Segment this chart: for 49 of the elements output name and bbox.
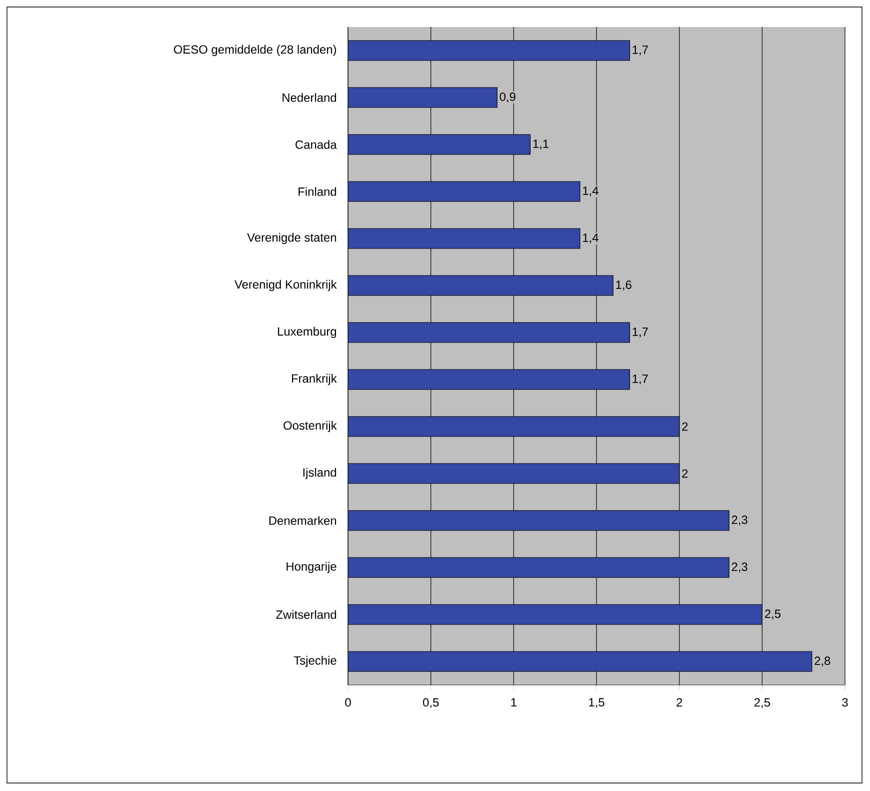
data-label: 1,7	[632, 328, 648, 338]
x-tick-label: 1,5	[589, 698, 604, 708]
bar	[348, 510, 730, 531]
y-tick-label: Frankrijk	[292, 374, 337, 386]
data-label: 2,3	[732, 516, 748, 526]
y-tick-label: Canada	[296, 140, 337, 149]
data-label: 1,4	[583, 186, 598, 196]
x-tick-label: 3	[842, 698, 848, 707]
y-tick-label: Denemarken	[269, 516, 336, 525]
bar	[348, 416, 680, 437]
y-tick-label: Oostenrijk	[284, 420, 337, 432]
y-tick-label: Hongarije	[286, 562, 336, 574]
y-tick-label: Zwitserland	[276, 610, 336, 619]
y-tick-label: Ijsland	[303, 468, 336, 480]
data-label: 1,7	[632, 374, 648, 384]
x-tick-label: 1	[511, 698, 516, 706]
bar	[348, 604, 762, 625]
bar	[348, 228, 580, 249]
y-tick-label: Tsjechie	[294, 656, 336, 668]
data-label: 1,6	[616, 280, 632, 290]
data-label: 2,8	[814, 656, 830, 666]
y-tick-label: OESO gemiddelde (28 landen)	[174, 44, 336, 56]
y-tick-label: Verenigd Koninkrijk	[234, 280, 337, 292]
bar	[348, 134, 531, 155]
x-tick-label: 2	[676, 698, 682, 707]
data-label: 1,1	[533, 140, 548, 150]
y-tick-label: Luxemburg	[278, 326, 336, 338]
data-label: 2,3	[732, 562, 748, 572]
data-label: 2	[682, 469, 688, 478]
data-label: 2	[682, 422, 688, 431]
data-label: 2,5	[764, 610, 780, 620]
data-label: 0,9	[500, 92, 516, 102]
bar	[348, 463, 680, 484]
y-tick-label: Finland	[298, 187, 336, 196]
bar	[348, 651, 812, 672]
bar	[348, 181, 580, 202]
y-tick-label: Nederland	[282, 93, 336, 102]
bar	[348, 275, 614, 296]
x-tick-label: 2,5	[754, 698, 770, 708]
data-label: 1,4	[583, 234, 598, 244]
bar	[348, 369, 630, 390]
bar	[348, 557, 730, 578]
bar	[348, 87, 498, 108]
x-tick-label: 0	[345, 698, 351, 707]
data-label: 1,7	[632, 46, 648, 56]
y-tick-label: Verenigde staten	[247, 232, 336, 244]
x-tick-label: 0,5	[423, 698, 439, 708]
bar	[348, 40, 630, 61]
bar	[348, 322, 630, 343]
